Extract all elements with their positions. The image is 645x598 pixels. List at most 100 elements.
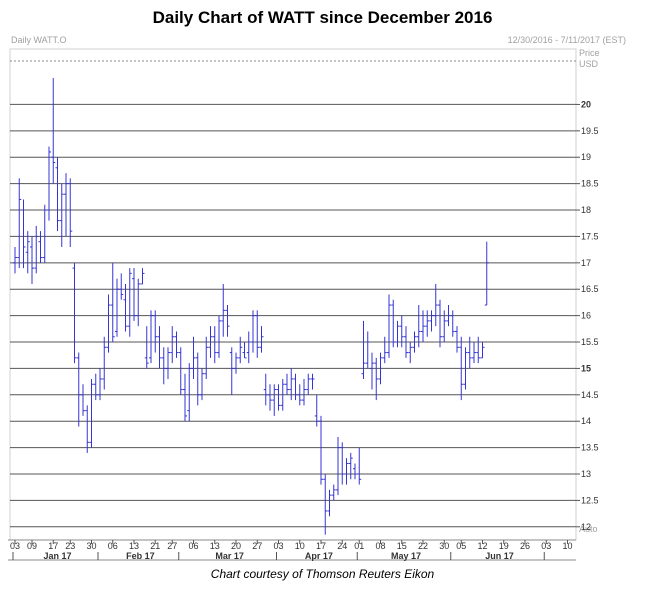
y-axis: 12 12.5 13 13.5 14 14.5 15 15.5 16 16.5 17 17.5 18 18… [576,99,599,532]
y-tick-label: 16.5 [581,284,599,294]
ohlc-bar [399,315,404,348]
x-tick-label: 23 [65,541,75,551]
ohlc-bar [110,262,115,343]
currency-axis-label: USD [579,59,599,69]
ohlc-bar [455,326,459,353]
ohlc-bar [344,458,349,485]
x-tick-label: 05 [456,541,466,551]
month-label: Feb 17 [126,551,155,561]
month-label: Mar 17 [215,551,244,561]
ohlc-bar [387,294,391,358]
x-tick-label: 13 [210,541,220,551]
ohlc-bar [59,183,64,247]
ohlc-bar [289,368,294,401]
ohlc-bar [480,342,485,359]
ohlc-bar [370,352,374,390]
ohlc-bar [166,347,170,379]
y-tick-label: 12 [581,522,591,532]
ohlc-bar [467,336,472,369]
x-tick-label: 10 [562,541,572,551]
y-tick-label: 13 [581,469,591,479]
ohlc-bar [255,310,260,358]
ohlc-bar [336,437,340,496]
ohlc-bar [76,352,81,427]
ohlc-bar [47,146,51,221]
ohlc-bars [13,78,489,535]
ohlc-bar [272,384,277,416]
ohlc-bar [242,342,247,359]
ohlc-bar [484,241,489,306]
ohlc-bar [472,342,476,364]
plot-area [9,48,577,541]
x-tick-label: 20 [231,541,241,551]
x-tick-label: 19 [499,541,509,551]
ohlc-bar [412,331,417,353]
y-tick-label: 17 [581,258,591,268]
x-tick-label: 10 [295,541,305,551]
ohlc-bar [212,326,217,364]
ohlc-bar [438,299,442,348]
y-tick-label: 19.5 [581,126,599,136]
month-label: Jan 17 [43,551,71,561]
ohlc-bar [433,283,438,327]
y-tick-label: 18 [581,205,591,215]
y-tick-label: 18.5 [581,179,599,189]
ohlc-bar [34,225,39,274]
ohlc-bar [365,331,370,369]
ohlc-bar [446,305,451,327]
month-label: May 17 [391,551,421,561]
auto-scale-label: Auto [579,524,598,534]
y-tick-label: 15.5 [581,337,599,347]
ohlc-bar [340,442,345,485]
ohlc-bar [127,268,132,337]
x-tick-label: 27 [252,541,262,551]
ohlc-bar [17,178,22,269]
ohlc-bar [280,378,285,411]
ohlc-bar [64,173,68,237]
ohlc-bar [361,320,366,379]
date-range-label: 12/30/2016 - 7/11/2017 (EST) [508,35,626,45]
ohlc-bar [195,352,200,406]
ohlc-bar [200,368,204,401]
grid-lines [10,60,576,528]
ohlc-bar [115,278,119,337]
ohlc-bar [157,326,162,369]
x-tick-label: 03 [10,541,20,551]
ohlc-bar [306,373,311,395]
ohlc-bar [327,489,332,517]
ohlc-bar [331,484,336,501]
ohlc-bar [132,268,136,321]
x-tick-label: 26 [520,541,530,551]
ohlc-bar [136,278,141,327]
x-tick-label: 03 [541,541,551,551]
ohlc-bar [297,384,302,406]
x-tick-label: 12 [477,541,487,551]
ohlc-bar [357,447,362,485]
ohlc-bar [72,262,77,364]
ohlc-bar [302,378,306,406]
ohlc-bar [178,347,183,395]
ohlc-bar [293,373,298,401]
ohlc-bar [51,78,56,184]
ohlc-bar [314,394,319,427]
x-tick-label: 30 [439,541,449,551]
ohlc-bar [421,310,425,343]
ohlc-bar [229,347,234,395]
x-tick-label: 24 [337,541,347,551]
ohlc-bar [68,178,73,247]
ohlc-bar [319,415,323,485]
x-tick-label: 09 [27,541,37,551]
ohlc-bar [149,310,153,364]
ohlc-bar [106,294,111,353]
ohlc-bar [13,246,17,274]
y-tick-label: 17.5 [581,231,599,241]
ohlc-bar [89,378,94,448]
ohlc-bar [395,320,400,348]
x-tick-label: 30 [86,541,96,551]
ohlc-bar [276,384,281,411]
y-tick-label: 14 [581,416,591,426]
ohlc-bar [238,336,243,364]
ohlc-bar [382,336,387,364]
ohlc-bar [38,231,43,263]
